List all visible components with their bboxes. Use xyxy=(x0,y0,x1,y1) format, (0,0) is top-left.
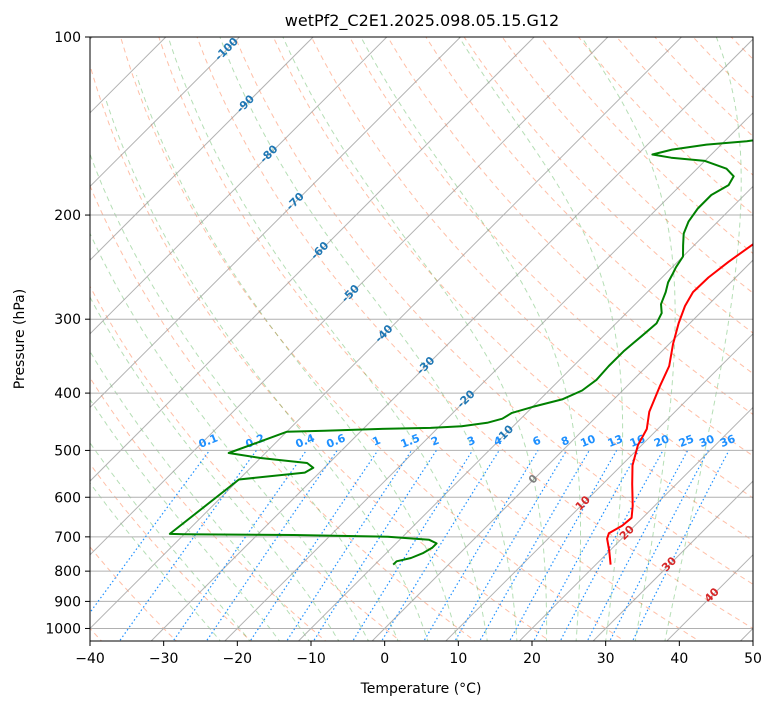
mixing-ratio-line xyxy=(249,450,379,641)
moist-adiabat-line xyxy=(90,296,340,641)
skewed-isotherm-line xyxy=(90,37,609,556)
dry-adiabat-line xyxy=(463,37,753,334)
x-tick-label: 0 xyxy=(380,651,389,667)
moist-adiabat-line xyxy=(90,441,251,641)
chart-title: wetPf2_C2E1.2025.098.05.15.G12 xyxy=(285,11,559,31)
y-tick-label: 100 xyxy=(54,30,81,46)
moist-adiabats xyxy=(90,37,742,641)
moist-adiabat-line xyxy=(458,37,624,641)
y-tick-label: 900 xyxy=(54,594,81,610)
mixing-ratio-label: 20 xyxy=(652,432,671,450)
y-axis-label: Pressure (hPa) xyxy=(12,289,28,389)
mixing-ratio-label: 25 xyxy=(677,432,696,450)
skewed-isotherm-line xyxy=(90,37,314,261)
x-tick-label: 30 xyxy=(597,651,615,667)
skewed-isotherm-line xyxy=(297,185,753,641)
skewed-isotherm-line xyxy=(518,406,753,641)
y-tick-label: 700 xyxy=(54,530,81,546)
y-axis-ticks: 100 200 300 400 500 600 700 800 900 1000 xyxy=(45,30,90,637)
mixing-ratio-line xyxy=(352,450,474,641)
y-tick-label: 500 xyxy=(54,443,81,459)
mixing-ratio-line xyxy=(454,450,568,641)
temperature-line xyxy=(606,243,753,565)
moist-adiabat-line xyxy=(90,482,221,641)
dry-adiabat-line xyxy=(310,37,753,499)
x-tick-label: 10 xyxy=(449,651,467,667)
mixing-ratio-label: 13 xyxy=(606,432,625,450)
plot-area: -100-90-80-70-60-50-40-30-20-10010203040… xyxy=(90,37,753,641)
skewed-isotherm-line xyxy=(592,480,753,641)
skewed-isotherm-line xyxy=(90,37,535,482)
skewed-isotherm-line xyxy=(90,37,388,335)
skewed-isotherm-line xyxy=(445,333,753,641)
mixing-ratio-lines xyxy=(90,450,730,641)
mixing-ratio-label: 2 xyxy=(429,434,441,449)
mixing-ratio-line xyxy=(423,450,539,641)
pressure-gridlines xyxy=(90,37,753,629)
moist-adiabat-line xyxy=(105,100,429,641)
x-tick-label: 40 xyxy=(670,651,688,667)
skewed-isotherms xyxy=(90,37,753,641)
y-tick-label: 1000 xyxy=(45,621,81,637)
dry-adiabat-line xyxy=(90,184,476,641)
mixing-ratio-label: 3 xyxy=(465,434,477,449)
moist-adiabat-line xyxy=(282,37,548,641)
mixing-ratio-label: 30 xyxy=(697,432,716,450)
mixing-ratio-label: 8 xyxy=(559,434,571,449)
moist-adiabat-line xyxy=(360,37,581,641)
dry-adiabat-line xyxy=(349,37,753,457)
dry-adiabat-line xyxy=(196,37,753,630)
mixing-ratio-line xyxy=(90,450,211,614)
mixing-ratio-line xyxy=(312,450,437,641)
y-tick-label: 200 xyxy=(54,208,81,224)
skewed-isotherm-line xyxy=(371,259,753,641)
moist-adiabat-line xyxy=(90,232,370,641)
plot-frame xyxy=(89,36,754,642)
dry-adiabat-line xyxy=(90,63,551,641)
y-tick-label: 800 xyxy=(54,564,81,580)
mixing-ratio-line xyxy=(559,450,664,641)
mixing-ratio-line xyxy=(609,450,709,641)
mixing-ratio-line xyxy=(586,450,689,641)
sounding-series xyxy=(168,139,753,566)
x-axis-label: Temperature (°C) xyxy=(360,681,482,697)
x-tick-label: −10 xyxy=(296,651,326,667)
mixing-ratio-line xyxy=(205,450,338,641)
x-tick-label: −40 xyxy=(75,651,105,667)
x-axis-ticks: −40 −30 −20 −10 0 10 20 30 40 50 xyxy=(75,641,762,667)
skewed-isotherm-line xyxy=(224,112,753,641)
y-tick-label: 300 xyxy=(54,312,81,328)
moist-adiabat-line xyxy=(90,398,281,641)
mixing-ratio-line xyxy=(172,450,307,641)
moist-adiabat-line xyxy=(90,350,310,641)
mixing-ratio-line xyxy=(118,450,257,641)
moist-adiabat-line xyxy=(581,37,676,641)
skewed-isotherm-line xyxy=(90,37,240,188)
mixing-ratio-label: 1 xyxy=(371,434,383,449)
skewed-isotherm-line xyxy=(90,37,461,409)
mixing-ratio-label: 10 xyxy=(578,432,597,450)
dewpoint-line xyxy=(168,139,753,566)
skewed-isotherm-line xyxy=(90,37,682,630)
y-tick-label: 600 xyxy=(54,490,81,506)
mixing-ratio-line xyxy=(380,450,500,641)
mixing-ratio-line xyxy=(533,450,640,641)
x-tick-label: 50 xyxy=(744,651,762,667)
x-tick-label: −30 xyxy=(149,651,179,667)
moist-adiabat-line xyxy=(136,74,459,641)
y-tick-label: 400 xyxy=(54,386,81,402)
x-tick-label: 20 xyxy=(523,651,541,667)
moist-adiabat-line xyxy=(219,37,518,641)
moist-adiabat-line xyxy=(167,37,488,641)
skewed-isotherm-line xyxy=(150,38,753,641)
moist-adiabat-line xyxy=(90,152,399,641)
x-tick-label: −20 xyxy=(223,651,253,667)
mixing-ratio-label: 36 xyxy=(718,432,737,450)
mixing-ratio-line xyxy=(285,450,413,641)
